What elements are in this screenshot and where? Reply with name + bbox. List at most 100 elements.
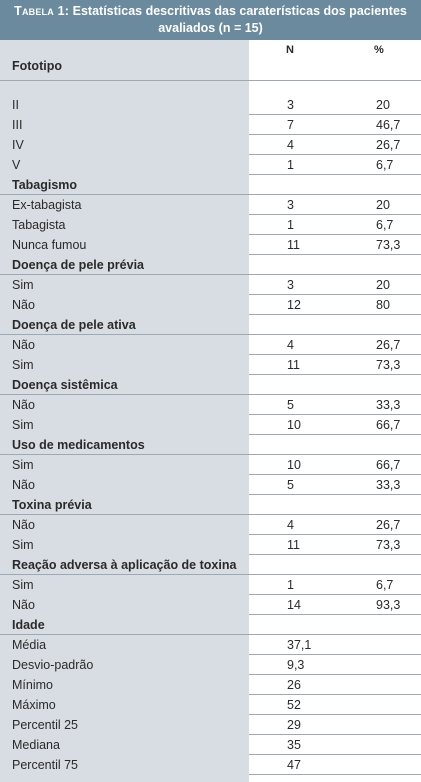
row-percent-value: 33,3 [376,398,401,412]
row-rule [249,434,421,435]
row-rule [249,374,421,375]
table-row: Não 14 93,3 [0,595,421,615]
row-n-value: 12 [287,298,301,312]
row-label: Mediana [12,738,60,752]
section-row: Doença sistêmica [0,375,421,395]
row-percent-value: 80 [376,298,390,312]
row-n-value: 4 [287,338,294,352]
row-label: Mínimo [12,678,53,692]
row-label: Não [12,398,35,412]
section-row: Tabagismo [0,175,421,195]
section-rule [0,634,421,635]
header-rule [0,80,421,81]
section-row: Idade [0,615,421,635]
section-row: Uso de medicamentos [0,435,421,455]
section-rule [0,454,421,455]
table-header-row: Fototipo N % [0,40,421,80]
row-n-value: 35 [287,738,301,752]
row-n-value: 5 [287,398,294,412]
header-percent: % [374,44,384,56]
section-row: Doença de pele ativa [0,315,421,335]
row-n-value: 1 [287,158,294,172]
section-label: Doença sistêmica [12,378,118,392]
row-label: II [12,98,19,112]
table-row: Ex-tabagista 3 20 [0,195,421,215]
table-row: Sim 3 20 [0,275,421,295]
row-rule [249,754,421,755]
row-n-value: 14 [287,598,301,612]
row-n-value: 10 [287,418,301,432]
row-rule [249,114,421,115]
row-label: Sim [12,278,34,292]
row-label: III [12,118,23,132]
section-rule [0,394,421,395]
row-n-value: 4 [287,518,294,532]
row-n-value: 5 [287,478,294,492]
row-percent-value: 46,7 [376,118,401,132]
row-label: Ex-tabagista [12,198,82,212]
row-n-value: 3 [287,98,294,112]
section-row: Reação adversa à aplicação de toxina [0,555,421,575]
row-n-value: 11 [287,538,300,552]
row-n-value: 10 [287,458,301,472]
row-percent-value: 6,7 [376,578,394,592]
row-n-value: 3 [287,278,294,292]
row-label: Não [12,298,35,312]
row-label: Percentil 75 [12,758,79,772]
row-rule [249,134,421,135]
table-row: Sim 11 73,3 [0,355,421,375]
table-row: Não 5 33,3 [0,475,421,495]
row-rule [249,314,421,315]
row-percent-value: 33,3 [376,478,401,492]
table-row: Média 37,1 [0,635,421,655]
row-n-value: 9,3 [287,658,305,672]
table-row: Não 5 33,3 [0,395,421,415]
table-title-line1: Estatísticas descritivas das caraterísti… [72,4,407,18]
table-row: Sim 10 66,7 [0,455,421,475]
row-label: Não [12,338,35,352]
row-label: Não [12,478,35,492]
row-label: Sim [12,578,34,592]
section-rule [0,514,421,515]
table-title: Tabela 1: Estatísticas descritivas das c… [0,0,421,40]
table-row: III 7 46,7 [0,115,421,135]
row-rule [249,294,421,295]
section-label: Uso de medicamentos [12,438,145,452]
table-row: Sim 11 73,3 [0,535,421,555]
table-row: Desvio-padrão 9,3 [0,655,421,675]
row-rule [249,414,421,415]
row-rule [249,774,421,775]
row-rule [249,154,421,155]
row-label: Sim [12,418,34,432]
row-label: Não [12,598,35,612]
row-n-value: 26 [287,678,301,692]
table-row: Percentil 25 29 [0,715,421,735]
row-rule [249,654,421,655]
row-label: Média [12,638,47,652]
row-n-value: 7 [287,118,294,132]
table-row: Não 4 26,7 [0,515,421,535]
row-percent-value: 93,3 [376,598,401,612]
row-rule [249,594,421,595]
table-row: Máximo 52 [0,695,421,715]
row-label: Sim [12,458,34,472]
row-n-value: 29 [287,718,301,732]
table-row: Mínimo 26 [0,675,421,695]
table-row: Sim 1 6,7 [0,575,421,595]
table-row: Não 4 26,7 [0,335,421,355]
row-rule [249,254,421,255]
row-percent-value: 6,7 [376,158,394,172]
row-rule [249,734,421,735]
section-rule [0,574,421,575]
row-label: IV [12,138,24,152]
row-rule [249,554,421,555]
table-title-line2: avaliados (n = 15) [158,21,263,35]
table-row: Sim 10 66,7 [0,415,421,435]
row-n-value: 4 [287,138,294,152]
section-label: Reação adversa à aplicação de toxina [12,558,237,572]
row-rule [249,714,421,715]
header-n: N [286,44,294,56]
table-row: Nunca fumou 11 73,3 [0,235,421,255]
row-percent-value: 20 [376,278,390,292]
row-label: Sim [12,358,34,372]
